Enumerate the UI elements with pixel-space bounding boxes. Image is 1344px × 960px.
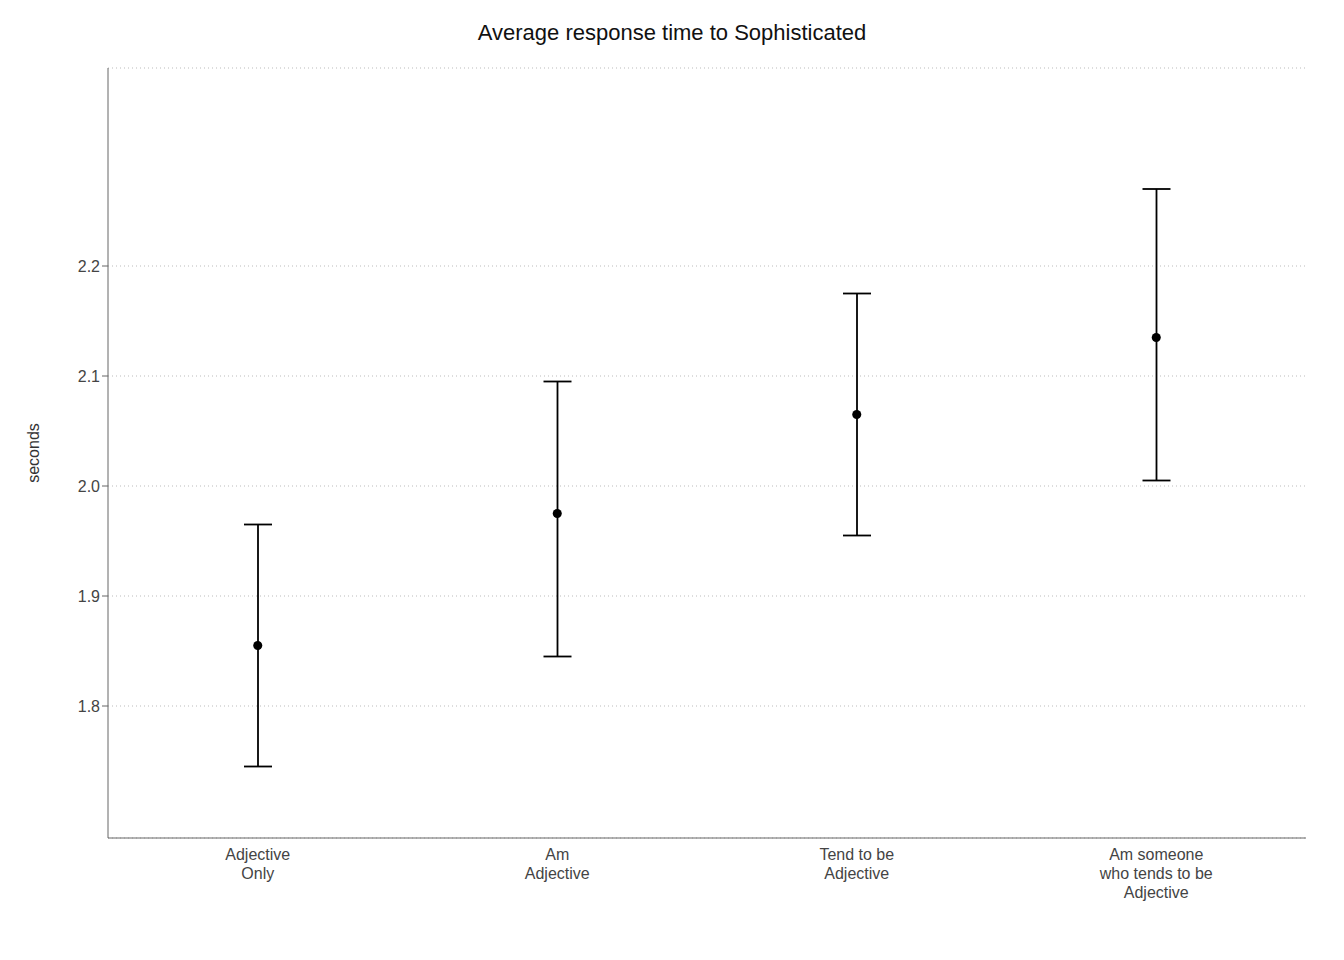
- svg-text:AmAdjective: AmAdjective: [525, 846, 590, 882]
- svg-text:AdjectiveOnly: AdjectiveOnly: [225, 846, 290, 882]
- svg-text:2.1: 2.1: [78, 368, 100, 385]
- svg-text:2.2: 2.2: [78, 258, 100, 275]
- svg-text:1.8: 1.8: [78, 698, 100, 715]
- html-text:Average response time to Sophi: Average response time to Sophisticated: [477, 20, 867, 45]
- svg-text:Am someonewho tends to beAdjec: Am someonewho tends to beAdjective: [1099, 846, 1213, 901]
- svg-text:seconds: seconds: [25, 423, 42, 483]
- svg-text:2.0: 2.0: [78, 478, 100, 495]
- svg-text:1.9: 1.9: [78, 588, 100, 605]
- svg-text:Tend to beAdjective: Tend to beAdjective: [819, 846, 894, 882]
